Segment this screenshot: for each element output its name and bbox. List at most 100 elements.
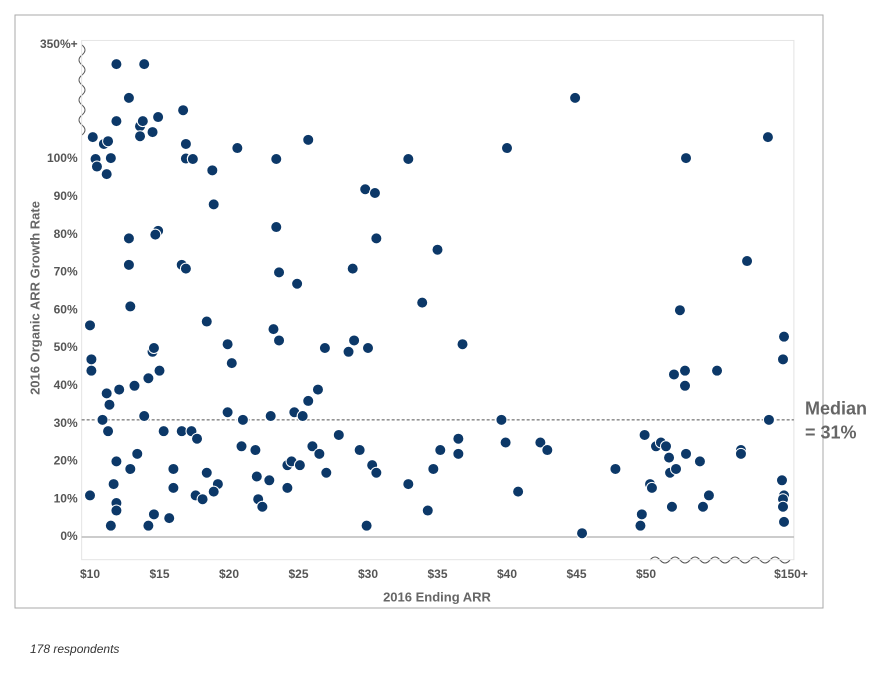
- point: [291, 277, 304, 290]
- point: [775, 474, 788, 487]
- point: [110, 504, 123, 517]
- point: [100, 387, 113, 400]
- point: [320, 466, 333, 479]
- point: [273, 334, 286, 347]
- y-tick-label: 70%: [54, 265, 78, 279]
- plot-area: [81, 39, 795, 561]
- point: [250, 470, 263, 483]
- point: [167, 462, 180, 475]
- point: [680, 447, 693, 460]
- point: [741, 255, 754, 268]
- point: [576, 527, 589, 540]
- point: [609, 462, 622, 475]
- footnote: 178 respondents: [30, 642, 119, 656]
- point: [501, 142, 513, 155]
- x-tick-label: $15: [149, 567, 169, 581]
- point: [702, 489, 715, 502]
- x-tick-label: $20: [219, 567, 239, 581]
- y-tick-label: 20%: [54, 454, 78, 468]
- point: [263, 474, 276, 487]
- x-tick-label: $35: [427, 567, 447, 581]
- point: [638, 428, 651, 441]
- y-tick-label: 100%: [47, 151, 78, 165]
- point: [456, 338, 469, 351]
- point: [124, 462, 137, 475]
- point: [353, 444, 366, 457]
- x-tick-label: $45: [566, 567, 586, 581]
- point: [102, 425, 115, 438]
- point: [191, 432, 204, 445]
- point: [264, 410, 277, 423]
- point: [431, 243, 444, 256]
- point: [696, 500, 709, 513]
- point: [200, 315, 213, 328]
- point: [660, 440, 673, 453]
- point: [179, 262, 192, 275]
- x-tick-label: $25: [288, 567, 308, 581]
- point: [142, 372, 155, 385]
- point: [693, 455, 706, 468]
- point: [777, 353, 790, 366]
- point: [122, 91, 135, 104]
- point: [645, 481, 658, 494]
- y-tick-label: 80%: [54, 227, 78, 241]
- point: [96, 413, 109, 426]
- point: [157, 425, 170, 438]
- point: [147, 508, 160, 521]
- y-tick-label: 10%: [54, 491, 78, 505]
- point: [84, 319, 96, 332]
- x-tick-label: $40: [497, 567, 517, 581]
- point: [370, 232, 383, 245]
- x-tick-label: $150+: [774, 567, 808, 581]
- point: [534, 436, 547, 449]
- point: [348, 334, 361, 347]
- point: [499, 436, 512, 449]
- point: [421, 504, 434, 517]
- x-tick-label: $50: [636, 567, 656, 581]
- point: [678, 379, 691, 392]
- point: [147, 342, 160, 354]
- y-tick-label: 60%: [54, 302, 78, 316]
- point: [663, 451, 676, 464]
- point: [124, 300, 137, 313]
- point: [778, 515, 791, 528]
- point: [85, 353, 98, 366]
- point: [207, 198, 220, 211]
- point: [434, 444, 447, 457]
- point: [102, 135, 115, 148]
- point: [236, 413, 249, 426]
- point: [665, 500, 678, 513]
- point: [273, 266, 286, 279]
- point: [200, 466, 213, 479]
- point: [778, 330, 791, 343]
- point: [281, 481, 294, 494]
- point: [762, 413, 775, 426]
- point: [362, 342, 374, 354]
- y-tick-label: 40%: [54, 378, 78, 392]
- point: [673, 304, 686, 317]
- point: [346, 262, 359, 275]
- point: [670, 462, 683, 475]
- point: [427, 462, 440, 475]
- point: [313, 447, 326, 460]
- point: [177, 104, 190, 117]
- point: [85, 364, 98, 377]
- point: [167, 481, 180, 494]
- point: [360, 519, 373, 532]
- point: [142, 519, 155, 532]
- point: [138, 410, 151, 423]
- point: [402, 153, 415, 165]
- point: [152, 111, 165, 124]
- point: [342, 345, 355, 358]
- x-tick-label: $30: [358, 567, 378, 581]
- point: [680, 152, 693, 165]
- axis-break: [78, 44, 86, 136]
- point: [196, 493, 209, 506]
- point: [107, 478, 120, 491]
- point: [90, 160, 103, 173]
- point: [306, 440, 319, 453]
- point: [110, 115, 123, 128]
- point: [370, 466, 383, 479]
